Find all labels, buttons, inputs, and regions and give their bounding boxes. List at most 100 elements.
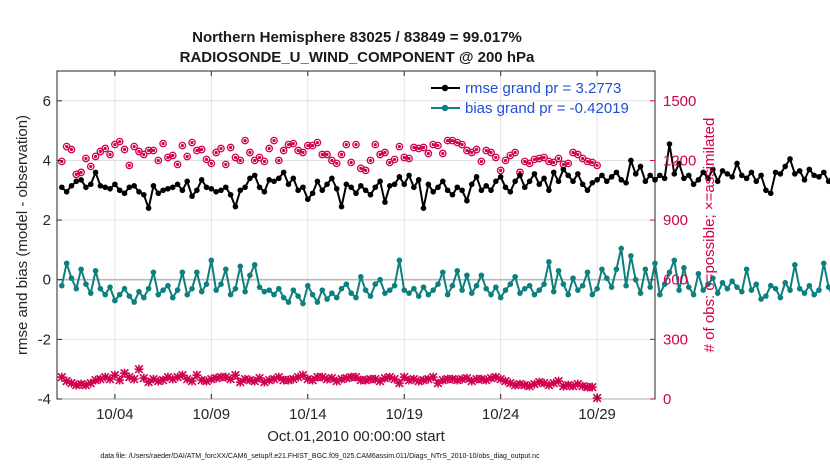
bias-point — [121, 285, 128, 292]
obs-possible-marker-center — [571, 150, 575, 155]
obs-possible-marker-center — [479, 159, 483, 164]
rmse-point — [107, 185, 113, 192]
bias-point — [102, 291, 109, 298]
obs-possible-marker-center — [489, 150, 493, 155]
bias-point — [454, 267, 461, 274]
bias-point — [189, 285, 195, 292]
rmse-point — [300, 184, 306, 191]
rmse-point — [401, 181, 408, 188]
rmse-point — [112, 181, 118, 188]
bias-point — [560, 281, 567, 288]
obs-possible-marker — [284, 140, 293, 149]
obs-possible-marker — [361, 166, 370, 175]
bias-point — [367, 293, 374, 299]
rmse-point — [714, 178, 721, 185]
bias-point — [353, 294, 359, 301]
obs-possible-marker-center — [98, 149, 103, 154]
obs-possible-marker — [193, 146, 201, 155]
obs-possible-marker — [549, 158, 558, 167]
rmse-point — [121, 190, 128, 197]
bias-point — [112, 297, 118, 304]
rmse-point — [425, 181, 432, 188]
legend-bias-marker — [441, 104, 449, 112]
obs-possible-marker-center — [113, 142, 117, 147]
obs-possible-marker-center — [219, 146, 223, 151]
rmse-point — [169, 184, 176, 191]
x-tick-label: 10/04 — [96, 406, 134, 423]
obs-possible-marker-center — [494, 155, 498, 160]
obs-possible-marker-center — [581, 156, 585, 161]
obs-possible-marker-center — [108, 152, 112, 157]
obs-possible-marker-center — [552, 160, 556, 165]
bias-point — [618, 245, 625, 252]
rmse-point — [560, 166, 567, 173]
obs-possible-marker-center — [426, 151, 430, 156]
y-tick-label-right: 1500 — [663, 93, 696, 110]
rmse-point — [68, 183, 75, 189]
obs-possible-marker — [130, 142, 139, 151]
obs-possible-marker-center — [450, 138, 455, 143]
rmse-point — [671, 171, 678, 177]
bias-point — [444, 291, 451, 298]
bias-point — [174, 287, 181, 293]
rmse-point — [353, 190, 359, 197]
bias-point — [632, 276, 639, 283]
obs-possible-marker — [438, 149, 447, 158]
obs-possible-marker — [183, 152, 192, 161]
obs-possible-marker — [168, 151, 177, 160]
obs-possible-marker — [511, 148, 519, 157]
bias-point — [570, 275, 576, 282]
rmse-point — [63, 188, 70, 195]
obs-possible-marker-center — [412, 145, 416, 150]
y-tick-label-left: 2 — [43, 212, 51, 229]
obs-assimilated-marker — [163, 372, 173, 382]
obs-possible-marker — [106, 150, 114, 159]
bias-point — [666, 269, 673, 276]
bias-point — [729, 278, 735, 285]
rmse-point — [295, 187, 301, 194]
bias-point — [295, 293, 301, 299]
bias-point — [695, 270, 702, 277]
obs-possible-marker-center — [354, 142, 358, 147]
rmse-point — [358, 183, 364, 189]
bias-point — [396, 257, 403, 264]
rmse-point — [348, 184, 354, 191]
obs-possible-marker-center — [402, 155, 406, 160]
obs-possible-marker-center — [378, 152, 382, 157]
y-tick-label-left: -4 — [38, 391, 51, 408]
rmse-point — [570, 178, 576, 185]
obs-possible-marker-center — [122, 147, 127, 152]
bias-point — [63, 260, 70, 267]
bias-point — [97, 285, 104, 292]
rmse-point — [116, 187, 123, 194]
obs-possible-marker-center — [69, 147, 74, 152]
bias-point — [811, 291, 817, 298]
obs-possible-marker-center — [151, 148, 156, 153]
bias-point — [329, 290, 335, 296]
obs-possible-marker — [149, 146, 158, 155]
bias-point — [256, 284, 263, 290]
bias-point — [734, 284, 740, 290]
rmse-point — [304, 196, 311, 203]
rmse-point — [666, 141, 673, 147]
obs-possible-marker — [501, 156, 510, 165]
bias-point — [719, 279, 726, 286]
bias-point — [550, 288, 557, 295]
bias-point — [285, 299, 292, 305]
bias-point — [136, 288, 142, 295]
bias-point — [78, 266, 84, 273]
obs-possible-marker-center — [373, 142, 377, 147]
bias-point — [304, 282, 311, 289]
bias-point — [179, 269, 186, 276]
rmse-point — [705, 175, 711, 182]
obs-count-markers — [57, 136, 602, 403]
rmse-point — [647, 172, 653, 179]
obs-possible-marker — [583, 157, 592, 166]
obs-possible-marker-center — [566, 161, 570, 166]
obs-possible-marker-center — [532, 157, 537, 162]
rmse-point — [319, 187, 326, 194]
obs-possible-marker — [545, 157, 553, 166]
rmse-point — [141, 191, 147, 198]
obs-possible-marker-center — [296, 148, 300, 153]
bias-point — [242, 288, 248, 295]
